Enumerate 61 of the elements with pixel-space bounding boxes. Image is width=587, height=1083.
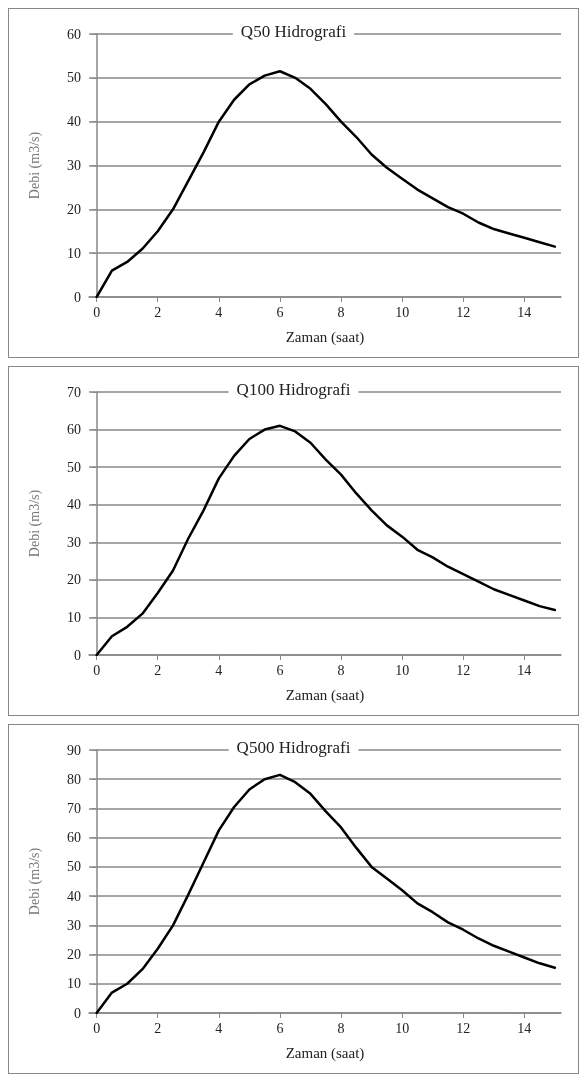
x-tick-label: 2 bbox=[154, 304, 162, 320]
x-tick-label: 4 bbox=[215, 662, 223, 678]
y-tick-label: 40 bbox=[67, 497, 81, 513]
x-tick-label: 8 bbox=[337, 1020, 345, 1036]
y-tick-label: 20 bbox=[67, 201, 81, 217]
y-tick-label: 20 bbox=[67, 947, 81, 963]
line-series bbox=[95, 424, 557, 657]
x-tick-label: 6 bbox=[276, 1020, 284, 1036]
y-tick-label: 0 bbox=[74, 647, 81, 663]
y-tick-label: 10 bbox=[67, 609, 81, 625]
x-tick-label: 0 bbox=[93, 1020, 101, 1036]
x-tick-label: 6 bbox=[276, 662, 284, 678]
x-tick-label: 8 bbox=[337, 662, 345, 678]
y-tick-label: 10 bbox=[67, 976, 81, 992]
x-tick-label: 14 bbox=[517, 662, 532, 678]
y-tick-label: 40 bbox=[67, 888, 81, 904]
y-tick-label: 50 bbox=[67, 459, 81, 475]
chart-title: Q100 Hidrografi bbox=[236, 380, 351, 399]
y-tick-label: 20 bbox=[67, 572, 81, 588]
y-tick-label: 50 bbox=[67, 859, 81, 875]
x-tick-label: 4 bbox=[215, 1020, 223, 1036]
y-axis-title: Debi (m3/s) bbox=[26, 489, 43, 558]
x-tick-label: 0 bbox=[93, 304, 101, 320]
x-tick-label: 14 bbox=[517, 1020, 532, 1036]
y-tick-label: 50 bbox=[67, 70, 81, 86]
x-tick-label: 10 bbox=[395, 304, 410, 320]
y-tick-label: 30 bbox=[67, 917, 81, 933]
x-axis-title: Zaman (saat) bbox=[285, 328, 365, 346]
x-tick-label: 12 bbox=[456, 304, 471, 320]
x-tick-label: 12 bbox=[456, 1020, 471, 1036]
x-axis-title: Zaman (saat) bbox=[285, 686, 365, 704]
y-tick-label: 70 bbox=[67, 384, 81, 400]
x-tick-label: 2 bbox=[154, 662, 162, 678]
line-series bbox=[95, 70, 557, 299]
y-axis-title: Debi (m3/s) bbox=[26, 847, 43, 916]
y-tick-label: 30 bbox=[67, 534, 81, 550]
x-tick-label: 14 bbox=[517, 304, 532, 320]
y-axis-title: Debi (m3/s) bbox=[26, 131, 43, 200]
line-series bbox=[95, 773, 557, 1015]
y-tick-label: 40 bbox=[67, 114, 81, 130]
x-tick-label: 2 bbox=[154, 1020, 162, 1036]
y-tick-label: 90 bbox=[67, 742, 81, 758]
chart-title: Q50 Hidrografi bbox=[240, 22, 347, 41]
x-tick-label: 0 bbox=[93, 662, 101, 678]
y-tick-label: 0 bbox=[74, 289, 81, 305]
y-tick-label: 30 bbox=[67, 158, 81, 173]
x-tick-label: 10 bbox=[395, 1020, 410, 1036]
x-tick-label: 8 bbox=[337, 304, 345, 320]
x-tick-label: 12 bbox=[456, 662, 471, 678]
x-tick-label: 10 bbox=[395, 662, 410, 678]
y-tick-label: 70 bbox=[67, 800, 81, 816]
x-tick-label: 4 bbox=[215, 304, 223, 320]
chart-title: Q500 Hidrografi bbox=[236, 738, 351, 757]
y-tick-label: 0 bbox=[74, 1005, 81, 1021]
y-tick-label: 60 bbox=[67, 422, 81, 438]
y-tick-label: 10 bbox=[67, 245, 81, 261]
y-tick-label: 60 bbox=[67, 26, 81, 42]
y-tick-label: 80 bbox=[67, 771, 81, 787]
x-tick-label: 6 bbox=[276, 304, 284, 320]
x-axis-title: Zaman (saat) bbox=[285, 1044, 365, 1062]
y-tick-label: 60 bbox=[67, 830, 81, 846]
